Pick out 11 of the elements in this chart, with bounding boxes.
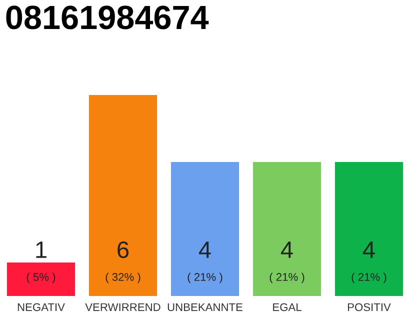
x-tick-label: UNBEKANNTE [168,303,242,312]
x-tick-label: VERWIRREND [85,303,160,311]
data-label: 4 ( 21% ) [352,242,386,284]
data-label: 4 ( 21% ) [270,242,304,284]
data-label: 4 ( 21% ) [188,242,222,284]
x-tick-label: POSITIV [348,303,391,312]
data-label: 1 ( 5% ) [26,242,56,284]
data-label: 6 ( 32% ) [106,241,140,284]
x-tick-label: NEGATIV [18,303,65,312]
x-tick-label: EGAL [273,303,302,312]
chart-title: 08161984674 [6,6,209,30]
